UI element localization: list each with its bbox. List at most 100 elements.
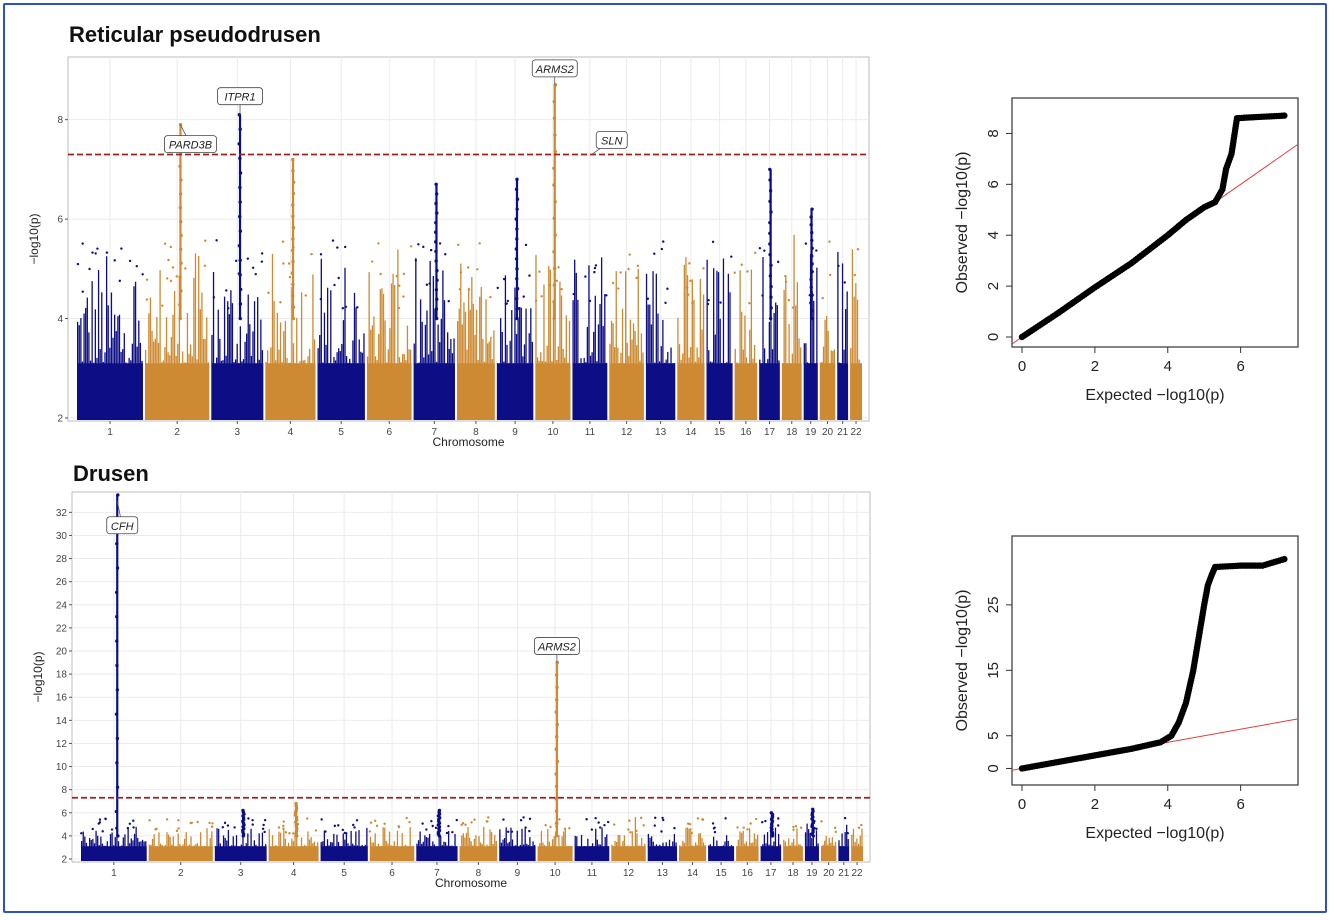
point-column bbox=[109, 834, 112, 848]
point-column bbox=[242, 828, 244, 848]
point bbox=[101, 830, 104, 833]
point bbox=[128, 259, 132, 263]
point-column bbox=[625, 271, 627, 365]
point-column bbox=[841, 263, 844, 365]
point-column bbox=[540, 830, 543, 848]
point-column bbox=[380, 846, 383, 848]
point-column bbox=[631, 831, 633, 848]
point-band bbox=[851, 846, 863, 861]
point-column bbox=[336, 352, 338, 365]
point-column bbox=[409, 827, 411, 848]
point bbox=[613, 823, 616, 826]
point-column bbox=[174, 846, 176, 848]
point bbox=[837, 264, 840, 268]
point-column bbox=[265, 844, 267, 848]
point bbox=[145, 298, 149, 301]
peak-column bbox=[291, 159, 295, 319]
point bbox=[594, 264, 598, 267]
point-column bbox=[702, 842, 705, 848]
point-column bbox=[357, 363, 359, 365]
point bbox=[246, 257, 250, 260]
point-column bbox=[779, 844, 781, 848]
point-column bbox=[177, 343, 179, 365]
chromosome-points-16 bbox=[736, 817, 759, 861]
point-column bbox=[655, 844, 658, 848]
point-column bbox=[553, 836, 555, 848]
point bbox=[169, 279, 173, 283]
point-column bbox=[798, 338, 800, 365]
point-column bbox=[283, 829, 285, 848]
point-column bbox=[854, 841, 856, 848]
point-column bbox=[748, 828, 751, 848]
point-column bbox=[505, 827, 507, 848]
point-column bbox=[371, 842, 373, 848]
point bbox=[375, 824, 379, 828]
point-column bbox=[86, 297, 88, 365]
point bbox=[425, 828, 428, 831]
point-column bbox=[172, 836, 175, 848]
point-column bbox=[820, 845, 823, 848]
point-column bbox=[188, 353, 190, 365]
point bbox=[233, 826, 236, 829]
y-tick-label: 8 bbox=[61, 785, 67, 796]
point bbox=[81, 290, 84, 293]
point-column bbox=[594, 295, 596, 365]
point-column bbox=[236, 343, 238, 365]
point bbox=[590, 828, 594, 831]
point-column bbox=[441, 845, 443, 848]
point-column bbox=[134, 281, 137, 365]
point-column bbox=[278, 831, 280, 848]
point-column bbox=[440, 836, 442, 848]
point-column bbox=[402, 354, 404, 365]
point-column bbox=[696, 347, 698, 365]
point-column bbox=[667, 846, 669, 848]
y-axis-label: Observed −log10(p) bbox=[954, 152, 971, 294]
point-column bbox=[482, 338, 484, 365]
point-column bbox=[444, 842, 447, 848]
point-column bbox=[617, 347, 619, 365]
point bbox=[502, 277, 506, 281]
point bbox=[319, 297, 323, 301]
point-column bbox=[649, 304, 651, 365]
point-column bbox=[97, 269, 100, 365]
point-column bbox=[693, 845, 695, 848]
point-column bbox=[437, 324, 439, 365]
point bbox=[455, 818, 458, 822]
point-column bbox=[739, 270, 741, 365]
point bbox=[126, 826, 130, 830]
point bbox=[461, 822, 465, 825]
point bbox=[353, 826, 356, 829]
point-column bbox=[270, 347, 272, 365]
point bbox=[421, 822, 424, 825]
point-column bbox=[747, 846, 749, 848]
point-column bbox=[838, 362, 841, 365]
point-column bbox=[255, 363, 257, 365]
point-column bbox=[302, 360, 304, 365]
point-column bbox=[838, 840, 840, 848]
point-column bbox=[183, 362, 185, 365]
point-column bbox=[822, 346, 825, 365]
point-column bbox=[287, 842, 290, 848]
point bbox=[528, 817, 532, 821]
point bbox=[761, 821, 764, 824]
point-column bbox=[668, 839, 671, 848]
point-column bbox=[151, 838, 154, 848]
point-column bbox=[654, 845, 656, 848]
point-column bbox=[384, 320, 386, 365]
point-column bbox=[398, 357, 401, 365]
point-column bbox=[122, 837, 124, 848]
point-column bbox=[344, 267, 346, 365]
point-column bbox=[495, 841, 497, 848]
peak-column bbox=[116, 495, 119, 836]
point-column bbox=[637, 845, 640, 848]
point-column bbox=[850, 348, 852, 365]
point-column bbox=[428, 833, 431, 848]
point-column bbox=[166, 832, 168, 848]
point bbox=[784, 280, 788, 283]
point-column bbox=[182, 844, 184, 848]
point-column bbox=[567, 362, 569, 365]
x-tick-label: 6 bbox=[1236, 796, 1244, 813]
point-column bbox=[580, 358, 582, 365]
y-axis-label: −log10(p) bbox=[27, 213, 41, 264]
point-column bbox=[721, 845, 723, 848]
